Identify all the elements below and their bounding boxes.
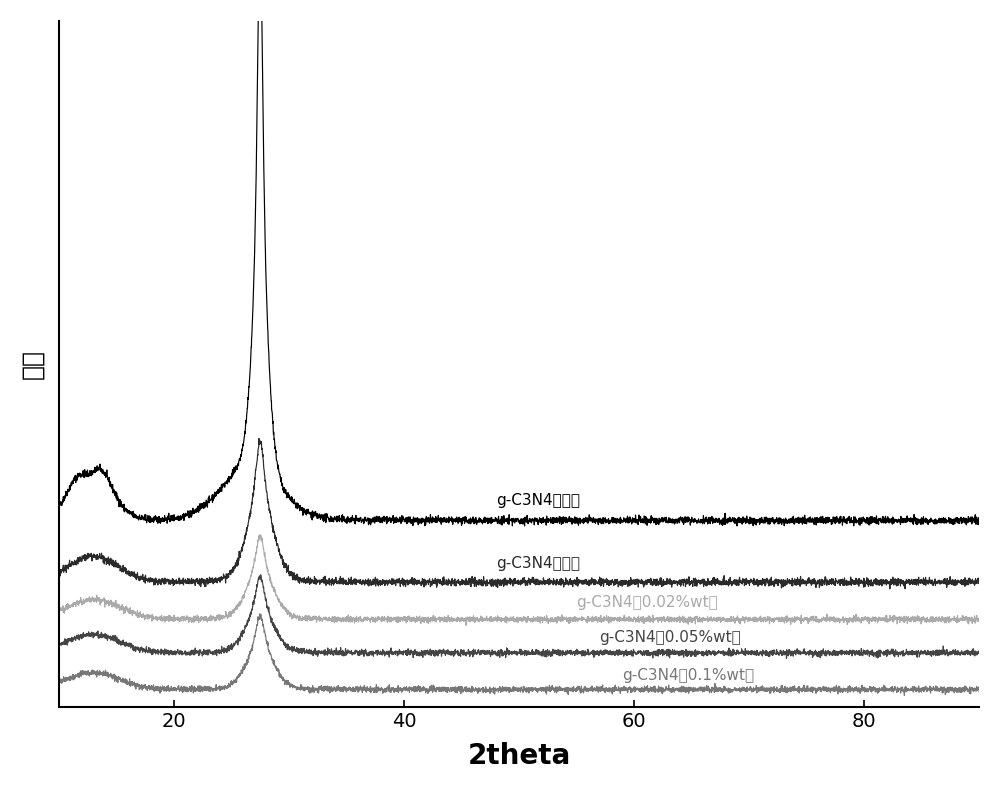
X-axis label: 2theta: 2theta bbox=[467, 742, 571, 770]
Text: g-C3N4（0.05%wt）: g-C3N4（0.05%wt） bbox=[599, 630, 741, 645]
Text: g-C3N4（0.1%wt）: g-C3N4（0.1%wt） bbox=[622, 668, 755, 683]
Text: g-C3N4纳米片: g-C3N4纳米片 bbox=[496, 556, 580, 571]
Text: g-C3N4（0.02%wt）: g-C3N4（0.02%wt） bbox=[576, 595, 718, 610]
Y-axis label: 强度: 强度 bbox=[21, 349, 45, 379]
Text: g-C3N4聚合物: g-C3N4聚合物 bbox=[496, 494, 580, 509]
